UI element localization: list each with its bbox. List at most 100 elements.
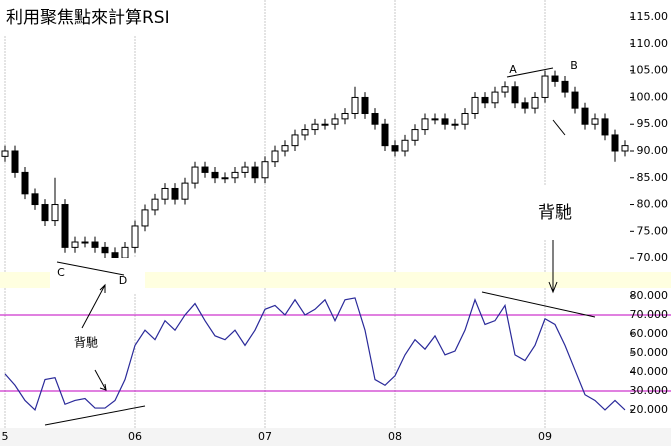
chart-title: 利用聚焦點來計算RSI	[6, 8, 170, 28]
candle-body	[431, 118, 439, 121]
labels: 5 06 07 08 09 70.00 75.00 80.00 85.00 90.00 95.00 1…	[2, 10, 669, 443]
candle-body	[591, 118, 599, 125]
candle-body	[181, 182, 189, 200]
candle-body	[281, 145, 289, 152]
candle-body	[561, 80, 569, 93]
candle-body	[231, 171, 239, 179]
x-tick-label: 5	[2, 430, 9, 443]
candle-body	[571, 91, 579, 109]
annotation-shapes	[44, 67, 596, 426]
y-tick-label: 70.000	[630, 308, 669, 321]
candle-body	[421, 118, 429, 131]
candle-body	[321, 123, 329, 126]
candle-body	[541, 75, 549, 98]
candle-body	[161, 187, 169, 200]
rsi-line	[4, 297, 626, 412]
candle-body	[261, 161, 269, 179]
y-tick-label: 85.00	[637, 171, 669, 184]
y-tick-label: 60.000	[630, 327, 669, 340]
candle-body	[221, 177, 229, 180]
candle-body	[551, 75, 559, 82]
candle-body	[101, 246, 109, 254]
candle-body	[211, 171, 219, 179]
y-tick-label: 105.00	[630, 64, 669, 77]
candle-body	[391, 145, 399, 152]
grid	[0, 0, 671, 428]
x-tick-label: 08	[388, 430, 402, 443]
candle-body	[611, 134, 619, 152]
candle-body	[11, 150, 19, 173]
x-tick-label: 09	[538, 430, 552, 443]
candle-body	[31, 193, 39, 206]
y-tick-label: 80.000	[630, 289, 669, 302]
candle-body	[91, 241, 99, 248]
candle-body	[311, 123, 319, 131]
annotation: A	[509, 63, 517, 76]
candle-body	[531, 96, 539, 109]
candle-body	[401, 139, 409, 152]
candle-body	[491, 91, 499, 104]
y-tick-label: 115.00	[630, 10, 669, 23]
candle-body	[481, 96, 489, 104]
x-axis-area	[0, 428, 671, 446]
candle-body	[1, 150, 9, 157]
candle-body	[341, 113, 349, 120]
candle-body	[301, 129, 309, 136]
candle-body	[461, 113, 469, 125]
candle-body	[201, 166, 209, 173]
annotation: 背馳	[74, 335, 98, 350]
y-tick-label: 75.00	[637, 224, 669, 237]
candle-body	[241, 166, 249, 173]
candle-body	[411, 129, 419, 141]
candle-body	[291, 134, 299, 147]
y-tick-label: 20.000	[630, 403, 669, 416]
candle-body	[371, 113, 379, 125]
candle-body	[121, 246, 129, 259]
annotation: D	[119, 274, 127, 287]
candle-body	[601, 118, 609, 136]
y-tick-label: 70.00	[637, 251, 669, 264]
y-tick-label: 90.00	[637, 144, 669, 157]
candle-body	[61, 204, 69, 248]
x-tick-label: 06	[128, 430, 142, 443]
candle-body	[151, 198, 159, 211]
y-tick-label: 80.00	[637, 198, 669, 211]
candle-body	[521, 102, 529, 109]
candle-body	[191, 166, 199, 184]
candle-body	[381, 123, 389, 147]
candle-body	[581, 107, 589, 125]
y-tick-label: 110.00	[630, 37, 669, 50]
y-tick-label: 95.00	[637, 117, 669, 130]
marks	[1, 70, 629, 412]
candle-body	[21, 171, 29, 195]
candle-body	[81, 241, 89, 244]
candle-body	[251, 166, 259, 179]
candle-body	[271, 150, 279, 163]
candle-body	[141, 209, 149, 227]
annotation: 背馳	[538, 203, 572, 223]
candle-body	[71, 241, 79, 248]
candle-body	[471, 96, 479, 115]
annotation: B	[570, 59, 578, 72]
y-tick-label: 50.000	[630, 346, 669, 359]
annotation: C	[57, 266, 65, 279]
candle-body	[51, 204, 59, 222]
y-tick-label: 30.000	[630, 384, 669, 397]
candle-body	[331, 118, 339, 125]
candle-body	[621, 145, 629, 152]
candle-body	[511, 86, 519, 104]
candle-body	[441, 118, 449, 125]
candle-body	[361, 96, 369, 115]
candle-body	[171, 187, 179, 200]
candle-body	[41, 204, 49, 222]
y-tick-label: 40.000	[630, 365, 669, 378]
candle-body	[451, 123, 459, 126]
candle-body	[131, 225, 139, 248]
x-tick-label: 07	[258, 430, 272, 443]
y-tick-label: 100.00	[630, 90, 669, 103]
candle-body	[111, 252, 119, 259]
panel-gap	[0, 272, 671, 288]
candle-body	[351, 96, 359, 115]
candle-body	[501, 86, 509, 93]
